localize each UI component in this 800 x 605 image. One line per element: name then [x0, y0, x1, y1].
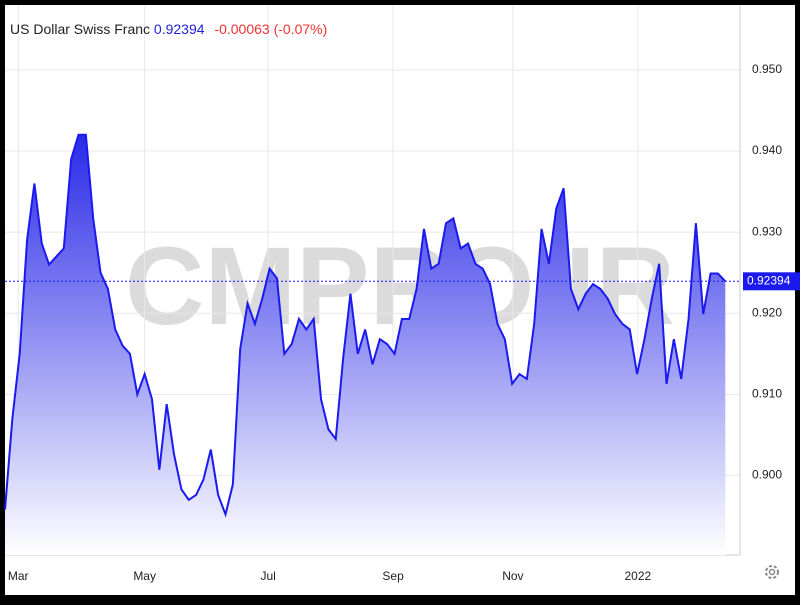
y-tick-label: 0.900: [752, 468, 782, 482]
x-tick-label: Nov: [502, 569, 523, 583]
symbol-title: US Dollar Swiss Franc 0.92394 -0.00063 (…: [10, 21, 327, 37]
title: US Dollar Swiss Franc: [10, 21, 150, 37]
y-tick-label: 0.950: [752, 62, 782, 76]
x-tick-label: Jul: [260, 569, 275, 583]
y-tick-label: 0.930: [752, 224, 782, 238]
settings-icon[interactable]: [765, 565, 779, 579]
last-price-tag: [743, 272, 800, 291]
x-tick-label: Mar: [8, 569, 29, 583]
change: -0.00063 (-0.07%): [214, 21, 327, 37]
price: 0.92394: [154, 21, 205, 37]
last-price-label: 0.92394: [747, 273, 791, 287]
price-line: [4, 133, 727, 518]
y-tick-label: 0.920: [752, 305, 782, 319]
y-tick-label: 0.910: [752, 387, 782, 401]
x-tick-label: 2022: [624, 569, 651, 583]
x-tick-label: Sep: [382, 569, 404, 583]
y-tick-label: 0.940: [752, 143, 782, 157]
area-fill: [5, 134, 726, 555]
x-tick-label: May: [133, 569, 156, 583]
